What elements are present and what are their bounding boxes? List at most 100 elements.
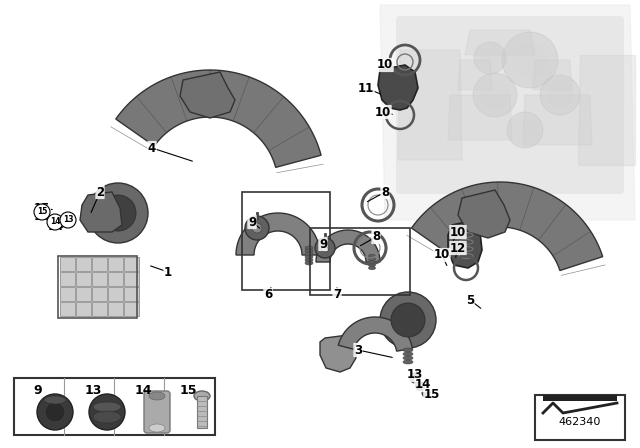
Text: 12: 12 — [450, 241, 466, 254]
Circle shape — [547, 82, 573, 108]
Bar — [60, 287, 75, 301]
Text: 9: 9 — [33, 384, 42, 397]
Text: 6: 6 — [264, 289, 272, 302]
Text: 15: 15 — [37, 207, 47, 216]
Polygon shape — [465, 30, 535, 55]
Polygon shape — [448, 95, 512, 140]
Ellipse shape — [403, 352, 413, 356]
Text: 5: 5 — [466, 293, 474, 306]
Bar — [242, 192, 330, 290]
Bar — [543, 395, 617, 401]
Bar — [124, 257, 139, 271]
Ellipse shape — [369, 266, 376, 270]
Circle shape — [45, 402, 65, 422]
Bar — [60, 272, 75, 286]
Bar — [76, 287, 91, 301]
Text: 15: 15 — [34, 202, 50, 215]
Polygon shape — [316, 230, 380, 262]
Ellipse shape — [305, 249, 313, 253]
Circle shape — [410, 373, 420, 383]
Bar — [60, 257, 75, 271]
Polygon shape — [448, 220, 482, 268]
Circle shape — [502, 32, 558, 88]
Polygon shape — [180, 72, 235, 118]
Ellipse shape — [369, 254, 376, 258]
Bar — [535, 395, 625, 440]
Ellipse shape — [305, 261, 313, 265]
Text: 7: 7 — [333, 289, 341, 302]
Bar — [124, 302, 139, 316]
Bar — [124, 272, 139, 286]
Circle shape — [422, 389, 430, 397]
Text: 15: 15 — [424, 388, 440, 401]
Circle shape — [88, 183, 148, 243]
Circle shape — [480, 48, 500, 68]
Text: 9: 9 — [248, 215, 256, 228]
Circle shape — [34, 204, 50, 220]
Polygon shape — [533, 60, 572, 90]
Circle shape — [415, 382, 424, 391]
Text: 14: 14 — [50, 217, 60, 227]
Text: 9: 9 — [319, 237, 327, 250]
Text: 15: 15 — [180, 384, 198, 397]
Circle shape — [100, 195, 136, 231]
Ellipse shape — [305, 255, 313, 259]
Bar — [124, 287, 139, 301]
Bar — [14, 378, 215, 435]
Ellipse shape — [305, 258, 313, 262]
Circle shape — [507, 112, 543, 148]
Bar — [197, 396, 207, 428]
Ellipse shape — [305, 246, 313, 250]
Circle shape — [321, 244, 329, 252]
Text: 11: 11 — [358, 82, 374, 95]
Polygon shape — [458, 60, 492, 90]
Polygon shape — [458, 190, 510, 238]
Text: 13: 13 — [63, 215, 73, 224]
Polygon shape — [116, 70, 321, 168]
Text: 13: 13 — [407, 369, 423, 382]
Bar — [60, 302, 75, 316]
Ellipse shape — [369, 263, 376, 267]
Bar — [76, 272, 91, 286]
FancyBboxPatch shape — [144, 391, 170, 433]
Ellipse shape — [149, 392, 165, 400]
Text: 10: 10 — [377, 59, 393, 72]
Polygon shape — [236, 213, 320, 255]
Bar — [76, 302, 91, 316]
Circle shape — [514, 119, 536, 141]
Circle shape — [481, 81, 509, 109]
Circle shape — [512, 42, 548, 78]
Bar — [108, 257, 123, 271]
Bar — [76, 257, 91, 271]
Text: 462340: 462340 — [559, 417, 601, 427]
Circle shape — [89, 394, 125, 430]
Polygon shape — [578, 55, 635, 165]
Polygon shape — [398, 50, 462, 160]
Text: 14: 14 — [415, 379, 431, 392]
FancyBboxPatch shape — [396, 16, 624, 194]
Bar — [310, 228, 410, 295]
Circle shape — [474, 42, 506, 74]
Ellipse shape — [369, 260, 376, 264]
Bar — [92, 302, 107, 316]
Ellipse shape — [194, 391, 210, 401]
Ellipse shape — [403, 356, 413, 360]
Circle shape — [47, 214, 63, 230]
Polygon shape — [523, 95, 592, 145]
Ellipse shape — [369, 257, 376, 261]
Bar — [92, 272, 107, 286]
Ellipse shape — [93, 411, 121, 423]
Text: 14: 14 — [135, 384, 152, 397]
Bar — [92, 257, 107, 271]
Circle shape — [380, 292, 436, 348]
Circle shape — [315, 238, 335, 258]
Bar — [108, 302, 123, 316]
Text: 3: 3 — [354, 344, 362, 357]
Polygon shape — [80, 192, 122, 232]
Circle shape — [391, 303, 425, 337]
Bar — [58, 256, 137, 318]
Text: 8: 8 — [381, 185, 389, 198]
Text: 10: 10 — [434, 249, 450, 262]
Ellipse shape — [93, 402, 121, 412]
Text: 8: 8 — [372, 231, 380, 244]
